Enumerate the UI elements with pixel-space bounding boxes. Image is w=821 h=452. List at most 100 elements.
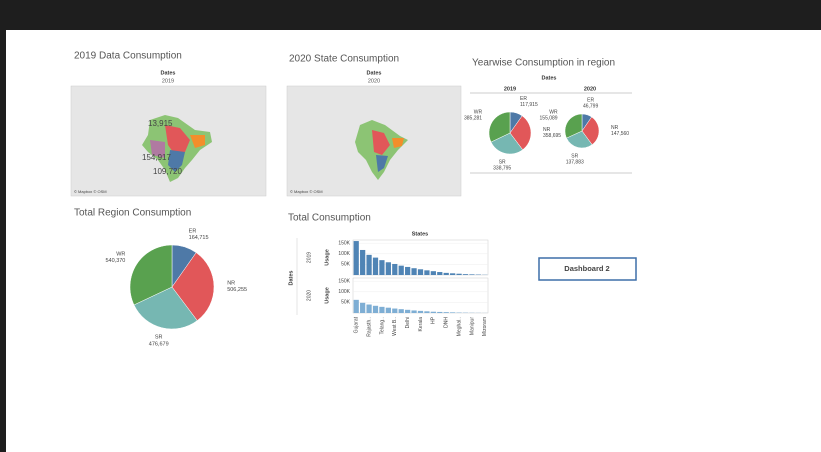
slice-label: WR — [549, 110, 558, 116]
bar — [443, 312, 449, 313]
bar — [392, 308, 398, 313]
slice-value: 155,089 — [540, 116, 558, 122]
bar — [392, 263, 398, 275]
y-tick-label: 50K — [341, 300, 351, 306]
bar — [469, 274, 475, 275]
slice-value: 506,255 — [227, 287, 247, 293]
slice-label: SR — [155, 335, 163, 341]
bar — [372, 257, 379, 275]
bar — [360, 249, 366, 275]
pie-slice — [509, 115, 532, 151]
bar — [385, 307, 391, 313]
header: Dates — [542, 75, 557, 81]
header: Dates — [367, 70, 382, 76]
map-label: 154,917 — [142, 153, 171, 162]
panel-title: Total Consumption — [288, 213, 371, 224]
bar — [417, 310, 424, 313]
x-tick-label: DNH — [444, 317, 450, 328]
map-label: 13,915 — [148, 119, 173, 128]
map-shape — [355, 120, 408, 180]
bar — [379, 306, 385, 313]
pie-slice — [581, 116, 600, 146]
slice-value: 358,695 — [543, 133, 561, 139]
bar — [366, 254, 372, 275]
slice-label: WR — [116, 252, 125, 258]
bar — [372, 305, 379, 313]
slice-label: ER — [189, 229, 197, 235]
x-tick-label: Mizoram — [482, 317, 488, 336]
y-tick-label: 150K — [338, 241, 350, 247]
slice-label: SR — [571, 153, 578, 159]
bar — [379, 260, 385, 275]
pie-slice — [490, 132, 524, 155]
slice-value: 164,715 — [189, 235, 209, 241]
bar — [353, 241, 359, 275]
x-tick-label: West B.. — [392, 317, 398, 336]
attribution: © Mapbox © OSM — [290, 189, 323, 194]
x-tick-label: Kerala — [418, 317, 424, 332]
slice-value: 137,883 — [566, 159, 584, 165]
bar — [366, 304, 372, 313]
row-year: 2019 — [306, 252, 312, 263]
panel-title: Yearwise Consumption in region — [472, 58, 615, 69]
x-tick-label: Telang.. — [379, 317, 385, 335]
y-tick-label: 100K — [338, 251, 350, 257]
pie-slice — [129, 244, 173, 306]
x-tick-label: Rajasth.. — [366, 317, 372, 337]
dashboard-button[interactable] — [538, 257, 637, 281]
bar — [437, 311, 443, 313]
bar — [456, 273, 462, 275]
slice-label: SR — [499, 159, 506, 165]
bar — [417, 269, 424, 275]
pie-slice — [488, 111, 511, 143]
slice-value: 338,795 — [493, 165, 511, 171]
pie-slice — [171, 252, 215, 321]
bar — [443, 272, 449, 275]
x-tick-label: Meghal.. — [456, 317, 462, 336]
axis-title: Usage — [324, 287, 330, 304]
row-year: 2020 — [306, 290, 312, 301]
panel-title: Total Region Consumption — [74, 208, 191, 219]
facet-label: Dates — [288, 271, 294, 286]
y-tick-label: 100K — [338, 289, 350, 295]
slice-label: NR — [543, 127, 551, 133]
bar — [385, 262, 391, 275]
x-tick-label: Manipur — [469, 317, 475, 335]
slice-value: 385,281 — [464, 116, 482, 122]
slice-value: 147,560 — [611, 131, 629, 137]
map-label: 109,720 — [153, 167, 182, 176]
slice-value: 117,915 — [520, 102, 538, 108]
x-tick-label: HP — [431, 316, 437, 324]
attribution: © Mapbox © OSM — [74, 189, 107, 194]
map-shape — [142, 115, 212, 182]
pie-slice — [564, 113, 583, 139]
x-tick-label: Gujarat — [354, 316, 360, 333]
slice-value: 46,799 — [583, 104, 599, 110]
bar — [411, 268, 417, 275]
bar — [430, 271, 436, 275]
bar — [430, 311, 436, 313]
header: States — [412, 231, 429, 237]
y-tick-label: 50K — [341, 262, 351, 268]
year: 2019 — [162, 78, 174, 84]
bar — [424, 311, 430, 313]
slice-label: NR — [611, 125, 619, 131]
dashboard-button-label[interactable]: Dashboard 2 — [564, 264, 609, 273]
bar — [398, 309, 404, 313]
slice-label: ER — [520, 96, 527, 102]
slice-value: 540,370 — [105, 258, 125, 264]
year: 2020 — [584, 86, 596, 92]
bar — [437, 272, 443, 275]
year: 2020 — [368, 78, 380, 84]
bar — [424, 270, 430, 275]
slice-value: 476,679 — [149, 341, 169, 347]
bar — [405, 266, 411, 275]
bar — [405, 309, 411, 313]
left-bar — [0, 30, 6, 452]
bar — [353, 299, 359, 313]
bar — [462, 274, 469, 275]
bar — [398, 265, 404, 275]
bar — [411, 310, 417, 313]
axis-title: Usage — [324, 249, 330, 266]
